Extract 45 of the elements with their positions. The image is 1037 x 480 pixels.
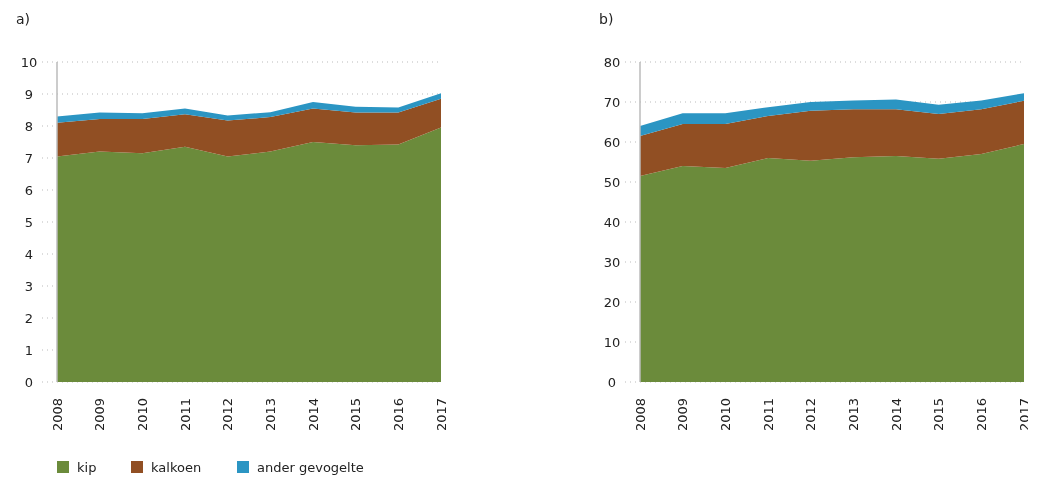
y-tick-label: 30 — [603, 254, 621, 270]
y-tick-label: 6 — [24, 182, 34, 198]
y-tick-label: 10 — [20, 54, 38, 70]
x-tick-label: 2014 — [305, 398, 321, 432]
x-tick-label: 2013 — [262, 398, 278, 432]
x-tick-label: 2015 — [348, 398, 364, 432]
y-tick-label: 1 — [24, 342, 34, 358]
legend-label: ander gevogelte — [257, 459, 364, 475]
y-tick-label: 5 — [24, 214, 34, 230]
x-tick-label: 2017 — [1016, 398, 1032, 432]
y-tick-label: 2 — [24, 310, 34, 326]
x-tick-label: 2013 — [845, 398, 861, 432]
x-tick-label: 2016 — [390, 398, 406, 432]
y-tick-label: 40 — [603, 214, 621, 230]
chart-title: b) — [599, 11, 614, 27]
y-tick-label: 50 — [603, 174, 621, 190]
x-tick-label: 2010 — [717, 398, 733, 432]
y-tick-label: 20 — [603, 294, 621, 310]
chart-title: a) — [16, 11, 31, 27]
y-tick-label: 10 — [603, 334, 621, 350]
x-tick-label: 2010 — [134, 398, 150, 432]
x-tick-label: 2017 — [433, 398, 449, 432]
x-tick-label: 2012 — [803, 398, 819, 432]
legend-label: kip — [77, 459, 97, 475]
y-tick-label: 4 — [24, 246, 34, 262]
x-tick-label: 2011 — [177, 398, 193, 432]
legend-label: kalkoen — [151, 459, 202, 475]
x-tick-label: 2011 — [760, 398, 776, 432]
y-tick-label: 9 — [24, 86, 34, 102]
y-tick-label: 60 — [603, 134, 621, 150]
x-tick-label: 2008 — [632, 398, 648, 432]
y-tick-label: 0 — [24, 374, 34, 390]
x-tick-label: 2016 — [973, 398, 989, 432]
y-tick-label: 70 — [603, 94, 621, 110]
y-tick-label: 8 — [24, 118, 34, 134]
x-tick-label: 2009 — [92, 398, 108, 432]
y-tick-label: 3 — [24, 278, 34, 294]
x-tick-label: 2012 — [220, 398, 236, 432]
y-tick-label: 80 — [603, 54, 621, 70]
x-tick-label: 2014 — [888, 398, 904, 432]
x-tick-label: 2008 — [49, 398, 65, 432]
x-tick-label: 2009 — [675, 398, 691, 432]
y-tick-label: 7 — [24, 150, 34, 166]
x-tick-label: 2015 — [931, 398, 947, 432]
y-tick-label: 0 — [607, 374, 617, 390]
